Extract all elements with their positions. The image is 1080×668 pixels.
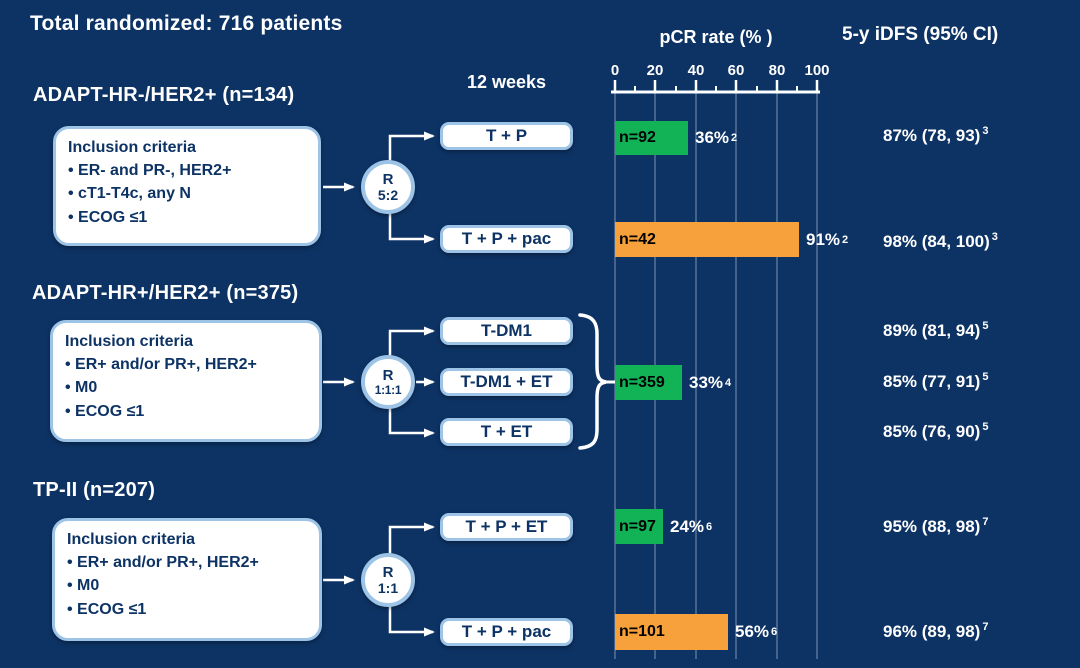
idfs-value: 87% (78, 93) 3 xyxy=(883,125,989,145)
footnote-sup: 7 xyxy=(982,516,989,529)
arrow-section1-up xyxy=(388,131,436,161)
pcr-value-label: 36% 2 xyxy=(695,128,738,147)
pcr-bar-t-p: n=92 xyxy=(615,121,688,155)
x-tick-80: 80 xyxy=(768,62,786,79)
inclusion-title: Inclusion criteria xyxy=(68,139,197,156)
section2-inclusion-box: Inclusion criteria • ER+ and/or PR+, HER… xyxy=(50,320,322,442)
x-tick-40: 40 xyxy=(687,62,705,79)
footnote-sup: 3 xyxy=(982,125,989,138)
footnote-sup: 5 xyxy=(982,371,989,384)
footnote-sup: 5 xyxy=(982,320,989,333)
arm-box-t-p-pac-tp2: T + P + pac xyxy=(440,618,573,646)
chart-gridlines xyxy=(614,93,818,659)
section1-inclusion-box: Inclusion criteria • ER- and PR-, HER2+ … xyxy=(53,126,321,246)
x-tick-60: 60 xyxy=(727,62,745,79)
arrow-section2-up xyxy=(388,326,436,356)
bar-n-label: n=97 xyxy=(619,517,656,535)
pcr-value-label: 91% 2 xyxy=(806,229,849,249)
pcr-bar-t-p-pac-tp2: n=101 xyxy=(615,614,728,650)
randomization-letter: R xyxy=(382,563,394,581)
randomization-ratio: 5:2 xyxy=(377,186,399,203)
pcr-value-label: 33% 4 xyxy=(689,372,732,392)
x-axis xyxy=(611,80,820,94)
idfs-value: 85% (76, 90) 5 xyxy=(883,421,989,441)
section3-header: TP-II (n=207) xyxy=(33,479,156,501)
x-tick-100: 100 xyxy=(804,62,830,79)
arm-box-tdm1-et: T-DM1 + ET xyxy=(440,368,573,396)
arm-box-t-p: T + P xyxy=(440,122,573,150)
section3-randomization-circle: R 1:1 xyxy=(361,553,415,607)
arrow-section2-down xyxy=(388,408,436,438)
arrow-section1-down xyxy=(388,213,436,244)
section3-inclusion-box: Inclusion criteria • ER+ and/or PR+, HER… xyxy=(52,518,322,641)
pcr-rate-header: pCR rate (% ) xyxy=(659,27,773,47)
inclusion-item: • ER+ and/or PR+, HER2+ xyxy=(67,554,259,572)
idfs-value: 96% (89, 98) 7 xyxy=(883,621,989,641)
randomization-ratio: 1:1 xyxy=(377,579,399,596)
x-axis-minor-ticks xyxy=(634,86,798,91)
footnote-sup: 7 xyxy=(982,621,989,634)
arm-box-t-et: T + ET xyxy=(440,418,573,446)
flow-arrows xyxy=(323,131,436,637)
inclusion-item: • ER- and PR-, HER2+ xyxy=(68,162,232,180)
idfs-value: 89% (81, 94) 5 xyxy=(883,320,989,340)
bar-n-label: n=92 xyxy=(619,129,656,146)
inclusion-item: • ECOG ≤1 xyxy=(67,600,147,618)
bar-n-label: n=42 xyxy=(619,230,656,248)
timepoint-header: 12 weeks xyxy=(466,72,547,92)
bar-n-label: n=101 xyxy=(619,623,665,640)
arrow-section3-down xyxy=(388,606,436,637)
arm-box-t-p-pac: T + P + pac xyxy=(440,225,573,253)
inclusion-title: Inclusion criteria xyxy=(65,333,194,350)
arm-box-tdm1: T-DM1 xyxy=(440,317,573,345)
x-tick-0: 0 xyxy=(610,62,620,79)
inclusion-item: • ECOG ≤1 xyxy=(68,208,148,226)
footnote-sup: 3 xyxy=(991,231,998,244)
x-tick-20: 20 xyxy=(646,62,664,79)
randomization-letter: R xyxy=(382,366,394,384)
grouping-brace xyxy=(578,313,617,450)
inclusion-item: • cT1-T4c, any N xyxy=(68,185,191,203)
arm-box-t-p-et: T + P + ET xyxy=(440,513,573,541)
section1-randomization-circle: R 5:2 xyxy=(361,160,415,214)
section1-header: ADAPT-HR-/HER2+ (n=134) xyxy=(33,84,295,106)
inclusion-item: • M0 xyxy=(65,379,98,397)
footnote-sup: 5 xyxy=(982,421,989,434)
idfs-value: 98% (84, 100) 3 xyxy=(883,231,998,251)
idfs-value: 85% (77, 91) 5 xyxy=(883,371,989,391)
inclusion-item: • ECOG ≤1 xyxy=(65,402,145,420)
inclusion-title: Inclusion criteria xyxy=(67,531,196,548)
idfs-header: 5-y iDFS (95% CI) xyxy=(842,24,999,45)
randomization-ratio: 1:1:1 xyxy=(374,382,402,397)
pcr-bar-t-p-pac: n=42 xyxy=(615,222,799,257)
slide-title: Total randomized: 716 patients xyxy=(30,12,343,35)
arrow-section3-up xyxy=(388,522,436,554)
section2-randomization-circle: R 1:1:1 xyxy=(361,355,415,409)
idfs-value: 95% (88, 98) 7 xyxy=(883,516,989,536)
pcr-value-label: 24% 6 xyxy=(670,516,713,536)
pcr-bar-t-p-et: n=97 xyxy=(615,509,663,544)
pcr-value-label: 56% 6 xyxy=(735,622,778,641)
bar-n-label: n=359 xyxy=(619,373,665,391)
inclusion-item: • ER+ and/or PR+, HER2+ xyxy=(65,356,257,374)
inclusion-item: • M0 xyxy=(67,577,100,595)
randomization-letter: R xyxy=(382,170,394,188)
pcr-bar-pooled: n=359 xyxy=(615,365,682,400)
section2-header: ADAPT-HR+/HER2+ (n=375) xyxy=(32,282,299,304)
